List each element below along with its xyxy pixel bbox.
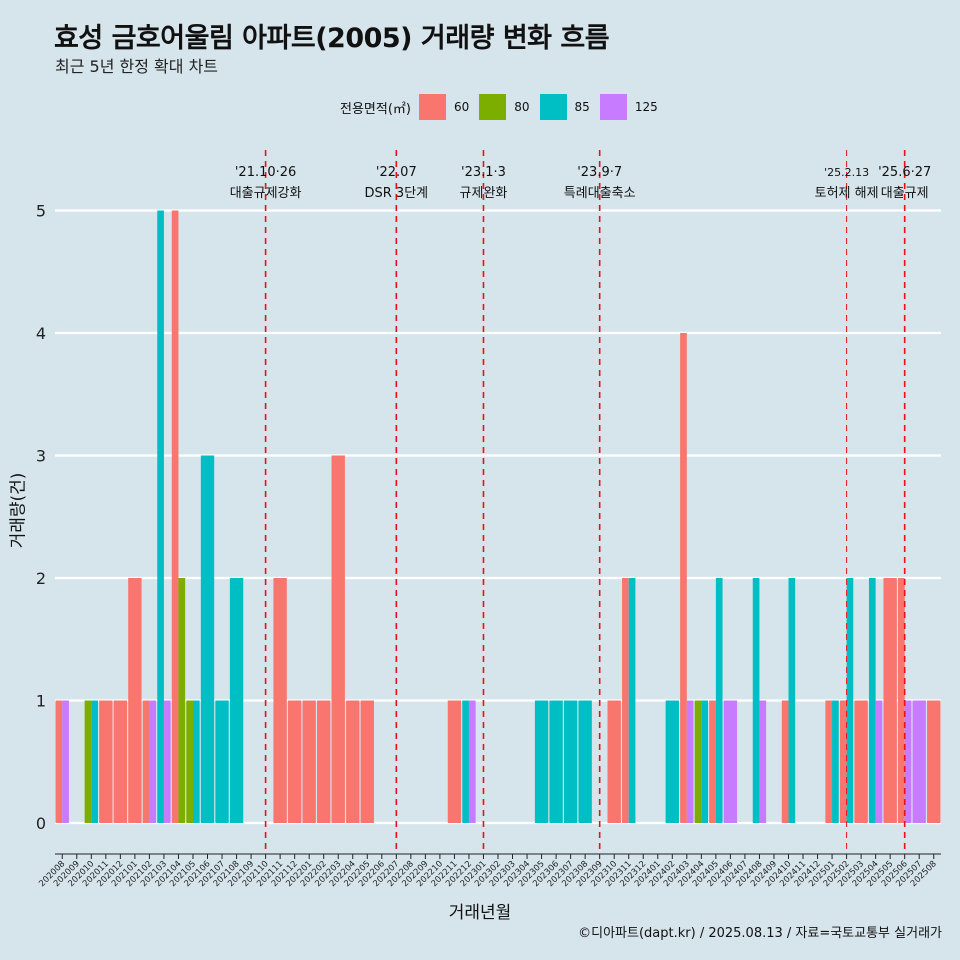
bar-202105-85 [192,700,200,823]
bar-202504-125 [875,700,883,823]
legend-item-125: 125 [599,94,658,120]
bar-202503-60 [854,700,868,823]
bar-202502-60 [839,700,847,823]
bar-202212-125 [468,700,476,823]
bar-202404-80 [694,700,702,823]
bar-202505-60 [883,578,897,823]
bar-202408-85 [752,578,760,823]
bar-202507-125 [912,700,926,823]
bar-202103-125 [163,700,171,823]
legend-swatch-80 [479,94,507,120]
bar-202506-60 [898,578,905,823]
bar-202105-80 [186,700,193,823]
bar-202307-85 [563,700,578,823]
legend-item-60: 60 [418,94,470,120]
bar-202504-85 [868,578,876,823]
bar-202405-85 [715,578,723,823]
annotation-label: 토허제 해제 [815,186,879,201]
y-tick-label: 3 [36,447,46,466]
bar-202410-60 [781,700,789,823]
bar-202107-85 [215,700,229,823]
annotation-label: 규제완화 [460,186,508,201]
annotation-date: '23.1·3 [461,165,506,180]
annotation-date: '22.07 [376,165,417,180]
bar-202102-125 [149,700,157,823]
annotation-label: 특례대출축소 [564,186,636,201]
legend-label-60: 60 [453,100,470,114]
bar-202405-60 [709,700,716,823]
legend-swatch-125 [599,94,627,120]
legend-item-85: 85 [539,94,590,120]
y-axis-title: 거래량(건) [8,472,29,549]
bar-202403-125 [686,700,694,823]
bar-202010-85 [91,700,98,823]
bar-202406-125 [723,700,738,823]
bar-202101-60 [128,578,142,823]
bar-202111-60 [273,578,287,823]
y-tick-label: 1 [36,692,46,711]
bar-202310-60 [607,700,621,823]
bar-202008-60 [55,700,63,823]
bar-202203-60 [331,455,345,823]
y-tick-label: 0 [36,814,46,833]
bar-202201-60 [302,700,316,823]
bar-202008-125 [62,700,69,823]
legend-swatch-85 [539,94,567,120]
annotation-date: '21.10·26 [235,165,296,180]
bar-202403-60 [680,333,687,823]
legend-swatch-60 [418,94,446,120]
bar-202306-85 [549,700,563,823]
annotation-date: '25.2.13 [824,166,869,179]
bar-202106-85 [200,455,215,823]
bar-202408-125 [759,700,767,823]
annotation-label: 대출규제 [881,186,929,201]
bar-202311-60 [622,578,629,823]
bar-202012-60 [113,700,128,823]
bar-202104-60 [171,210,179,823]
chart-subtitle: 최근 5년 한정 확대 차트 [55,57,219,76]
bar-202404-85 [701,700,709,823]
annotation-label: DSR 3단계 [365,186,429,201]
bar-202311-85 [628,578,636,823]
bar-202508-60 [927,700,941,823]
bar-202112-60 [287,700,302,823]
y-tick-label: 5 [36,202,46,221]
bar-202204-60 [346,700,360,823]
legend-item-80: 80 [479,94,530,120]
source-caption: ©디아파트(dapt.kr) / 2025.08.13 / 자료=국토교통부 실… [578,926,942,941]
bar-202104-80 [178,578,186,823]
bar-202108-85 [229,578,244,823]
bar-202402-85 [665,700,679,823]
annotation-date: '25.6·27 [878,165,931,180]
annotation-label: 대출규제강화 [230,186,302,201]
chart-title: 효성 금호어울림 아파트(2005) 거래량 변화 흐름 [54,23,610,54]
bar-202011-60 [99,700,113,823]
bar-202211-60 [447,700,462,823]
legend: 전용면적(㎡) 60 80 85 125 [340,94,668,120]
bar-202205-60 [360,700,374,823]
bar-202103-85 [157,210,164,823]
legend-title: 전용면적(㎡) [340,101,411,117]
x-axis-title: 거래년월 [448,903,512,923]
bar-202305-85 [534,700,549,823]
bar-202501-60 [825,700,833,823]
bar-202410-85 [788,578,796,823]
bar-202308-85 [578,700,592,823]
bar-202102-60 [142,700,150,823]
bar-202502-85 [846,578,854,823]
legend-label-80: 80 [514,100,530,114]
y-tick-label: 2 [36,569,46,588]
bar-202212-85 [462,700,469,823]
legend-label-125: 125 [634,100,658,114]
legend-label-85: 85 [574,100,590,114]
y-tick-label: 4 [36,324,46,343]
bar-202506-125 [904,700,912,823]
bar-202202-60 [317,700,331,823]
bar-202010-80 [84,700,92,823]
annotation-date: '23.9·7 [577,165,622,180]
bar-202501-85 [832,700,839,823]
